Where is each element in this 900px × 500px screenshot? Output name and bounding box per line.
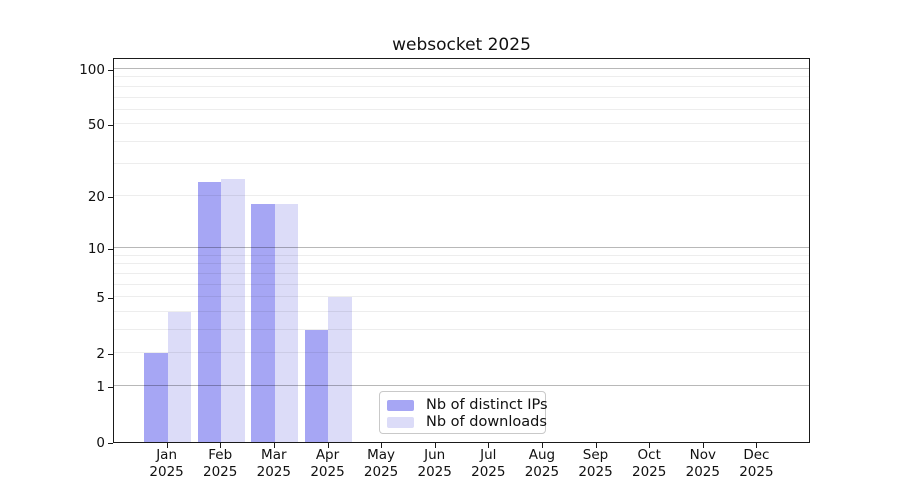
y-tick-mark-1 bbox=[108, 387, 113, 388]
x-tick-label-nov: Nov 2025 bbox=[685, 447, 720, 480]
x-tick-label-oct: Oct 2025 bbox=[632, 447, 667, 480]
x-tick-label-mar: Mar 2025 bbox=[256, 447, 291, 480]
x-tick-label-sep: Sep 2025 bbox=[578, 447, 613, 480]
bar-nb-of-distinct-ips-jan bbox=[144, 353, 168, 442]
y-tick-label-20: 20 bbox=[87, 188, 105, 205]
bar-nb-of-downloads-feb bbox=[221, 178, 245, 442]
x-tick-label-apr: Apr 2025 bbox=[310, 447, 345, 480]
x-tick-mark-feb bbox=[220, 443, 222, 448]
x-tick-mark-mar bbox=[273, 443, 275, 448]
y-tick-label-100: 100 bbox=[79, 62, 105, 78]
y-tick-mark-100 bbox=[108, 70, 113, 71]
legend-swatch-distinct-ips bbox=[387, 399, 414, 411]
y-tick-label-2: 2 bbox=[96, 346, 105, 363]
x-tick-mark-jul bbox=[488, 443, 490, 448]
bar-nb-of-downloads-mar bbox=[274, 204, 299, 442]
bar-nb-of-distinct-ips-mar bbox=[251, 204, 275, 442]
x-tick-mark-jan bbox=[166, 443, 168, 448]
legend-label-downloads: Nb of downloads bbox=[426, 414, 547, 430]
y-tick-mark-20 bbox=[108, 196, 113, 198]
chart-title: websocket 2025 bbox=[392, 35, 531, 55]
y-tick-label-0: 0 bbox=[96, 435, 105, 451]
y-tick-mark-5 bbox=[108, 298, 113, 300]
x-tick-mark-nov bbox=[702, 443, 704, 448]
legend-item-downloads: Nb of downloads bbox=[387, 414, 547, 430]
x-tick-mark-sep bbox=[595, 443, 597, 448]
bar-nb-of-downloads-jan bbox=[167, 311, 192, 442]
legend-swatch-downloads bbox=[387, 416, 414, 428]
bar-nb-of-downloads-apr bbox=[328, 297, 352, 442]
x-tick-label-jun: Jun 2025 bbox=[417, 447, 452, 480]
plot-area bbox=[113, 58, 810, 443]
y-tick-mark-0 bbox=[108, 443, 113, 444]
y-tick-label-1: 1 bbox=[96, 379, 105, 395]
x-tick-label-may: May 2025 bbox=[363, 447, 399, 480]
legend-label-distinct-ips: Nb of distinct IPs bbox=[426, 397, 548, 413]
bar-nb-of-distinct-ips-feb bbox=[197, 181, 222, 442]
y-tick-label-10: 10 bbox=[87, 241, 105, 258]
x-tick-mark-dec bbox=[756, 443, 758, 448]
x-tick-label-dec: Dec 2025 bbox=[739, 447, 774, 480]
legend-item-distinct-ips: Nb of distinct IPs bbox=[387, 397, 548, 413]
y-tick-mark-50 bbox=[108, 125, 113, 127]
x-tick-mark-aug bbox=[541, 443, 543, 448]
y-tick-label-50: 50 bbox=[87, 117, 105, 134]
x-tick-label-jul: Jul 2025 bbox=[471, 447, 506, 480]
legend: Nb of distinct IPs Nb of downloads bbox=[379, 391, 548, 434]
x-tick-mark-may bbox=[381, 443, 383, 448]
y-tick-mark-2 bbox=[108, 354, 113, 356]
y-tick-mark-10 bbox=[108, 249, 113, 251]
bars-layer bbox=[114, 59, 809, 442]
x-tick-mark-apr bbox=[327, 443, 329, 448]
x-tick-mark-oct bbox=[649, 443, 651, 448]
y-tick-label-5: 5 bbox=[96, 290, 105, 307]
x-tick-label-aug: Aug 2025 bbox=[524, 447, 560, 480]
bar-nb-of-distinct-ips-apr bbox=[304, 330, 329, 442]
x-tick-label-jan: Jan 2025 bbox=[149, 447, 184, 480]
x-tick-mark-jun bbox=[434, 443, 436, 448]
x-tick-label-feb: Feb 2025 bbox=[203, 447, 238, 480]
